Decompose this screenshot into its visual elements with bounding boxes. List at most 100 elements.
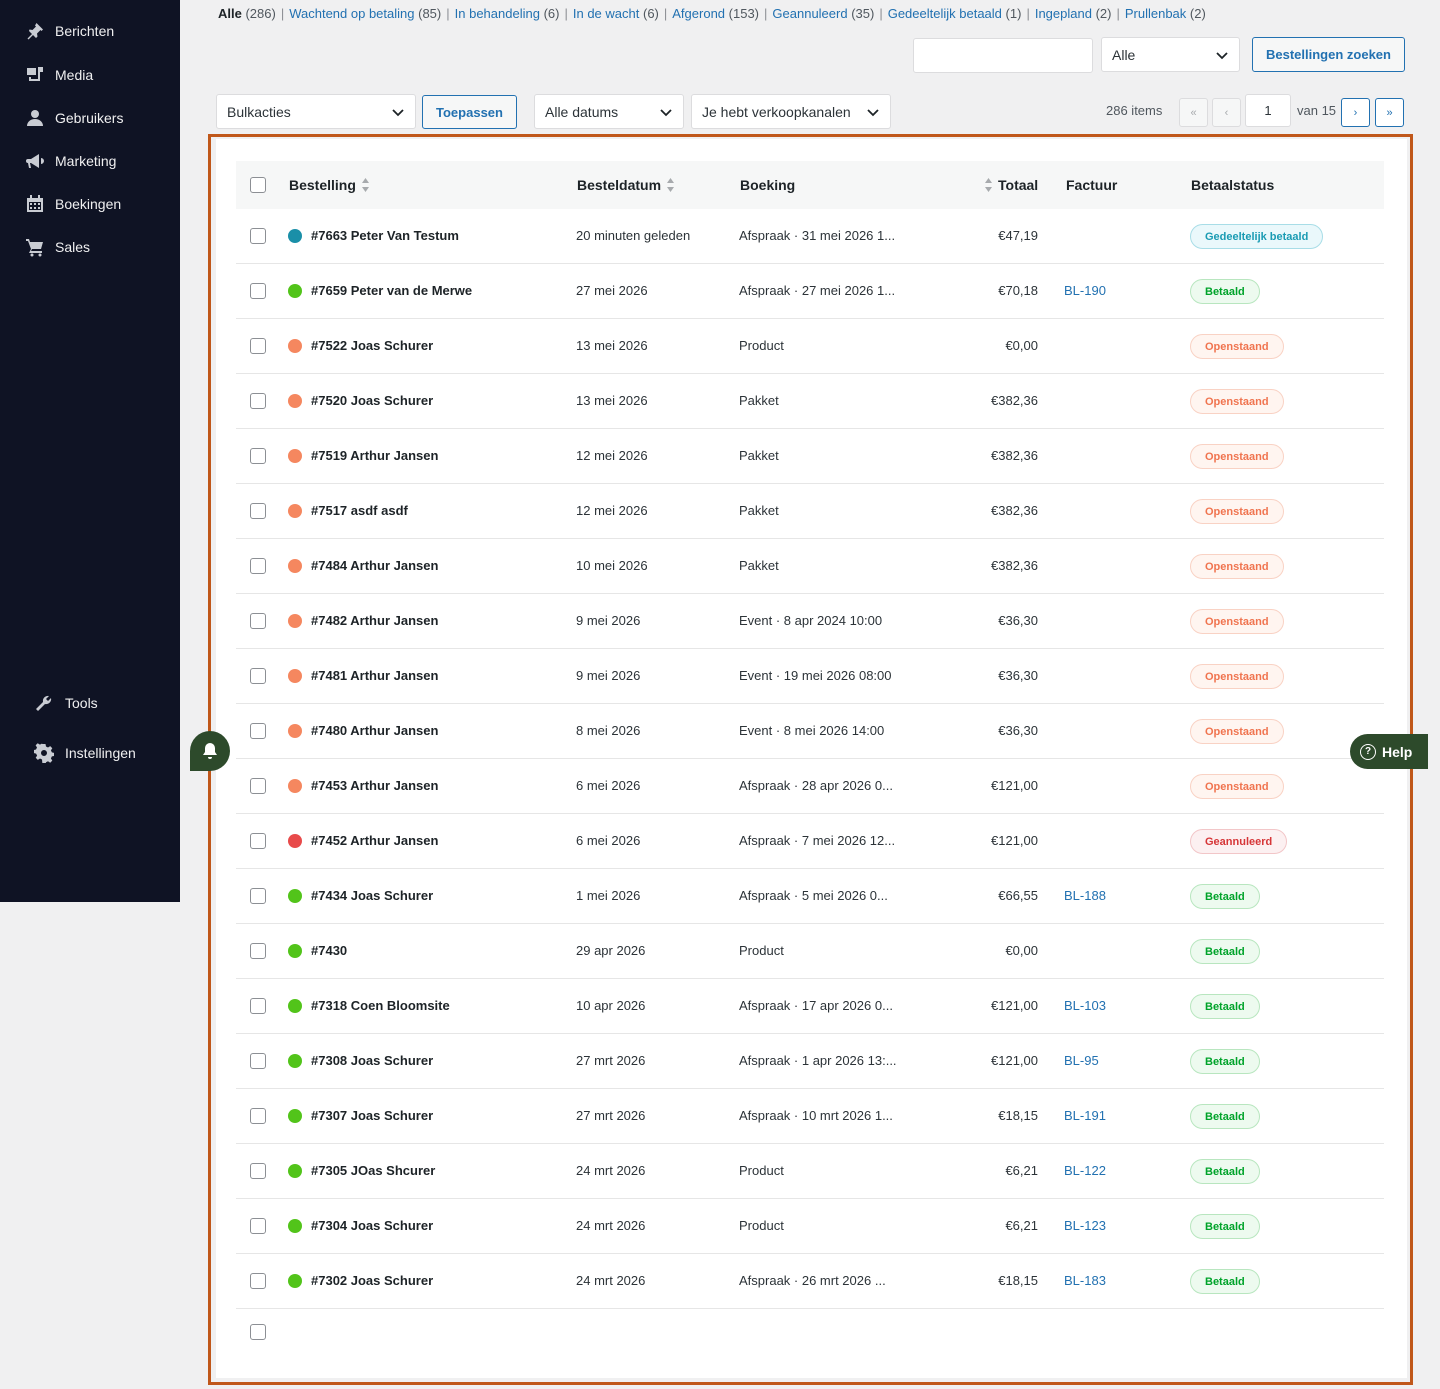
- table-row[interactable]: #7430 29 apr 2026 Product €0,00 Betaald: [236, 924, 1384, 979]
- order-link[interactable]: #7318 Coen Bloomsite: [311, 998, 450, 1013]
- row-checkbox[interactable]: [250, 778, 266, 794]
- status-link-label[interactable]: Afgerond: [672, 6, 726, 21]
- table-row[interactable]: #7522 Joas Schurer 13 mei 2026 Product €0,0…: [236, 319, 1384, 374]
- row-checkbox[interactable]: [250, 668, 266, 684]
- table-row[interactable]: #7453 Arthur Jansen 6 mei 2026 Afspraak · …: [236, 759, 1384, 814]
- current-page-input[interactable]: 1: [1245, 94, 1291, 127]
- order-link[interactable]: #7663 Peter Van Testum: [311, 228, 459, 243]
- bulk-actions-select[interactable]: Bulkacties: [216, 94, 416, 129]
- search-orders-button[interactable]: Bestellingen zoeken: [1252, 37, 1405, 72]
- order-link[interactable]: #7481 Arthur Jansen: [311, 668, 439, 683]
- search-filter-select[interactable]: Alle: [1101, 37, 1240, 72]
- status-link[interactable]: In de wacht (6): [573, 6, 659, 21]
- invoice-link[interactable]: BL-123: [1064, 1218, 1106, 1233]
- table-row[interactable]: #7304 Joas Schurer 24 mrt 2026 Product €6,2…: [236, 1199, 1384, 1254]
- row-checkbox[interactable]: [250, 338, 266, 354]
- column-total[interactable]: Totaal: [984, 177, 1038, 193]
- order-link[interactable]: #7302 Joas Schurer: [311, 1273, 434, 1288]
- table-row[interactable]: #7481 Arthur Jansen 9 mei 2026 Event · 19 …: [236, 649, 1384, 704]
- status-link[interactable]: Wachtend op betaling (85): [289, 6, 441, 21]
- table-row[interactable]: #7308 Joas Schurer 27 mrt 2026 Afspraak · …: [236, 1034, 1384, 1089]
- order-link[interactable]: #7519 Arthur Jansen: [311, 448, 439, 463]
- row-checkbox[interactable]: [250, 283, 266, 299]
- sidebar-item-sales[interactable]: Sales: [0, 229, 180, 265]
- sidebar-item-gebruikers[interactable]: Gebruikers: [0, 100, 180, 136]
- order-link[interactable]: #7307 Joas Schurer: [311, 1108, 434, 1123]
- sidebar-item-boekingen[interactable]: Boekingen: [0, 186, 180, 222]
- status-link[interactable]: Gedeeltelijk betaald (1): [888, 6, 1022, 21]
- row-checkbox[interactable]: [250, 448, 266, 464]
- row-checkbox[interactable]: [250, 613, 266, 629]
- order-search-input[interactable]: [913, 38, 1093, 73]
- invoice-link[interactable]: BL-103: [1064, 998, 1106, 1013]
- table-row[interactable]: #7520 Joas Schurer 13 mei 2026 Pakket €382,…: [236, 374, 1384, 429]
- date-filter-select[interactable]: Alle datums: [534, 94, 684, 129]
- invoice-link[interactable]: BL-188: [1064, 888, 1106, 903]
- table-row[interactable]: #7519 Arthur Jansen 12 mei 2026 Pakket €382…: [236, 429, 1384, 484]
- help-button[interactable]: ? Help: [1350, 734, 1428, 769]
- status-link-label[interactable]: Gedeeltelijk betaald: [887, 6, 1002, 21]
- status-link-label[interactable]: Alle: [218, 6, 242, 21]
- sidebar-item-media[interactable]: Media: [0, 57, 180, 93]
- order-link[interactable]: #7308 Joas Schurer: [311, 1053, 434, 1068]
- status-link[interactable]: Alle (286): [218, 6, 276, 21]
- table-row[interactable]: #7484 Arthur Jansen 10 mei 2026 Pakket €382…: [236, 539, 1384, 594]
- row-checkbox[interactable]: [250, 393, 266, 409]
- row-checkbox[interactable]: [250, 943, 266, 959]
- order-link[interactable]: #7305 JOas Shcurer: [311, 1163, 436, 1178]
- select-all-checkbox[interactable]: [250, 177, 266, 193]
- select-all-checkbox-footer[interactable]: [250, 1324, 266, 1340]
- row-checkbox[interactable]: [250, 1053, 266, 1069]
- table-row[interactable]: #7318 Coen Bloomsite 10 apr 2026 Afspraak …: [236, 979, 1384, 1034]
- status-link-label[interactable]: In behandeling: [454, 6, 540, 21]
- next-page-button[interactable]: ›: [1341, 98, 1370, 127]
- row-checkbox[interactable]: [250, 998, 266, 1014]
- table-row[interactable]: #7482 Arthur Jansen 9 mei 2026 Event · 8 a…: [236, 594, 1384, 649]
- table-row[interactable]: #7307 Joas Schurer 27 mrt 2026 Afspraak · …: [236, 1089, 1384, 1144]
- last-page-button[interactable]: »: [1375, 98, 1404, 127]
- table-row[interactable]: #7452 Arthur Jansen 6 mei 2026 Afspraak · …: [236, 814, 1384, 869]
- status-link-label[interactable]: Wachtend op betaling: [289, 6, 415, 21]
- order-link[interactable]: #7434 Joas Schurer: [311, 888, 434, 903]
- sidebar-item-instellingen[interactable]: Instellingen: [0, 735, 180, 771]
- sidebar-item-marketing[interactable]: Marketing: [0, 143, 180, 179]
- order-link[interactable]: #7517 asdf asdf: [311, 503, 408, 518]
- status-link-label[interactable]: In de wacht: [572, 6, 640, 21]
- invoice-link[interactable]: BL-191: [1064, 1108, 1106, 1123]
- invoice-link[interactable]: BL-122: [1064, 1163, 1106, 1178]
- table-row[interactable]: #7659 Peter van de Merwe 27 mei 2026 Afspr…: [236, 264, 1384, 319]
- status-link[interactable]: In behandeling (6): [455, 6, 560, 21]
- table-row[interactable]: #7434 Joas Schurer 1 mei 2026 Afspraak · 5…: [236, 869, 1384, 924]
- sidebar-item-tools[interactable]: Tools: [0, 685, 180, 721]
- order-link[interactable]: #7520 Joas Schurer: [311, 393, 434, 408]
- status-link[interactable]: Prullenbak (2): [1125, 6, 1206, 21]
- row-checkbox[interactable]: [250, 888, 266, 904]
- order-link[interactable]: #7480 Arthur Jansen: [311, 723, 439, 738]
- order-link[interactable]: #7484 Arthur Jansen: [311, 558, 439, 573]
- status-link-label[interactable]: Geannuleerd: [772, 6, 848, 21]
- order-link[interactable]: #7430: [311, 943, 348, 958]
- row-checkbox[interactable]: [250, 1163, 266, 1179]
- order-link[interactable]: #7304 Joas Schurer: [311, 1218, 434, 1233]
- apply-button[interactable]: Toepassen: [422, 95, 517, 129]
- row-checkbox[interactable]: [250, 1273, 266, 1289]
- status-link[interactable]: Ingepland (2): [1035, 6, 1112, 21]
- row-checkbox[interactable]: [250, 228, 266, 244]
- table-row[interactable]: #7305 JOas Shcurer 24 mrt 2026 Product €6,2…: [236, 1144, 1384, 1199]
- status-link-label[interactable]: Ingepland: [1034, 6, 1092, 21]
- invoice-link[interactable]: BL-190: [1064, 283, 1106, 298]
- row-checkbox[interactable]: [250, 558, 266, 574]
- invoice-link[interactable]: BL-95: [1064, 1053, 1099, 1068]
- notifications-button[interactable]: [190, 731, 230, 771]
- order-link[interactable]: #7522 Joas Schurer: [311, 338, 434, 353]
- row-checkbox[interactable]: [250, 723, 266, 739]
- channel-filter-select[interactable]: Je hebt verkoopkanalen: [691, 94, 891, 129]
- order-link[interactable]: #7659 Peter van de Merwe: [311, 283, 473, 298]
- row-checkbox[interactable]: [250, 833, 266, 849]
- order-link[interactable]: #7482 Arthur Jansen: [311, 613, 439, 628]
- table-row[interactable]: #7480 Arthur Jansen 8 mei 2026 Event · 8 m…: [236, 704, 1384, 759]
- row-checkbox[interactable]: [250, 503, 266, 519]
- order-link[interactable]: #7453 Arthur Jansen: [311, 778, 439, 793]
- sidebar-item-berichten[interactable]: Berichten: [0, 13, 180, 49]
- table-row[interactable]: #7663 Peter Van Testum 20 minuten geleden…: [236, 209, 1384, 264]
